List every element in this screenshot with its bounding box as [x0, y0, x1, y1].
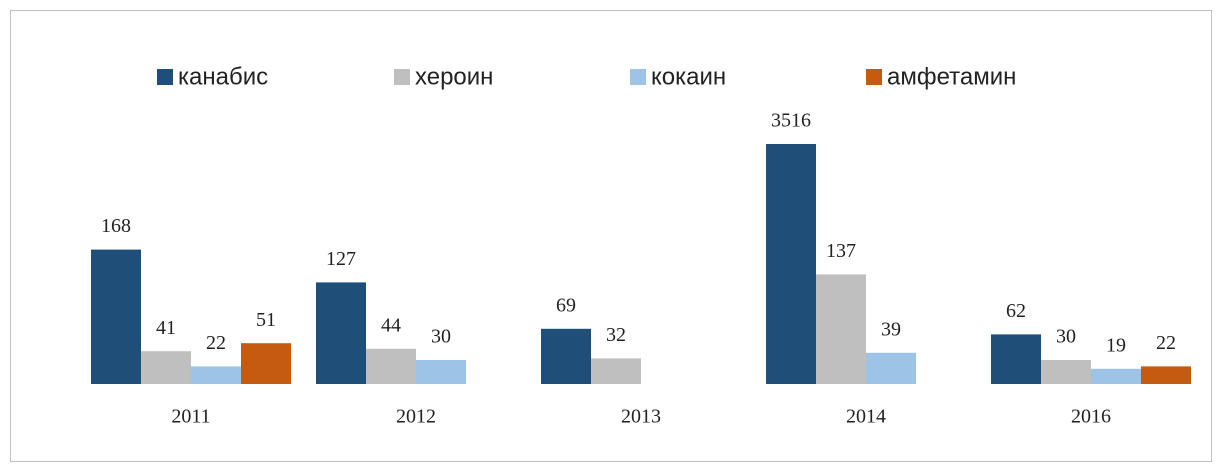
bar: [866, 352, 916, 384]
x-tick-label: 2013: [621, 406, 661, 428]
bar: [416, 360, 466, 384]
bar: [1041, 360, 1091, 384]
legend-label: амфетамин: [887, 63, 1016, 90]
data-label: 62: [1006, 300, 1026, 322]
bar: [591, 358, 641, 384]
bar: [366, 348, 416, 384]
bar: [191, 366, 241, 384]
legend-swatch: [866, 69, 882, 85]
bar: [816, 274, 866, 384]
bar: [991, 334, 1041, 384]
data-label: 41: [156, 317, 176, 339]
legend-swatch: [394, 69, 410, 85]
data-label: 51: [256, 309, 276, 331]
data-label: 22: [1156, 332, 1176, 354]
bar: [541, 328, 591, 384]
data-label: 168: [101, 215, 131, 237]
bar: [766, 144, 816, 384]
data-label: 137: [826, 240, 856, 262]
bar: [1141, 366, 1191, 384]
bar: [141, 351, 191, 384]
data-label: 19: [1106, 334, 1126, 356]
chart-frame: [10, 10, 1212, 462]
legend-label: канабис: [178, 63, 268, 90]
data-label: 30: [1056, 326, 1076, 348]
bar: [91, 249, 141, 384]
legend-swatch: [630, 69, 646, 85]
legend-label: хероин: [415, 63, 493, 90]
data-label: 30: [431, 326, 451, 348]
bar: [316, 282, 366, 384]
data-label: 127: [326, 248, 356, 270]
data-label: 3516: [771, 110, 811, 132]
x-tick-label: 2011: [171, 406, 210, 428]
data-label: 32: [606, 324, 626, 346]
legend-label: кокаин: [651, 63, 726, 90]
legend-swatch: [157, 69, 173, 85]
data-label: 22: [206, 332, 226, 354]
plot-area: [91, 144, 1191, 384]
bar: [241, 343, 291, 384]
x-tick-label: 2012: [396, 406, 436, 428]
data-label: 39: [881, 318, 901, 340]
bar: [1091, 368, 1141, 384]
x-tick-label: 2014: [846, 406, 886, 428]
data-label: 44: [381, 314, 401, 336]
data-label: 69: [556, 294, 576, 316]
x-tick-label: 2016: [1071, 406, 1111, 428]
